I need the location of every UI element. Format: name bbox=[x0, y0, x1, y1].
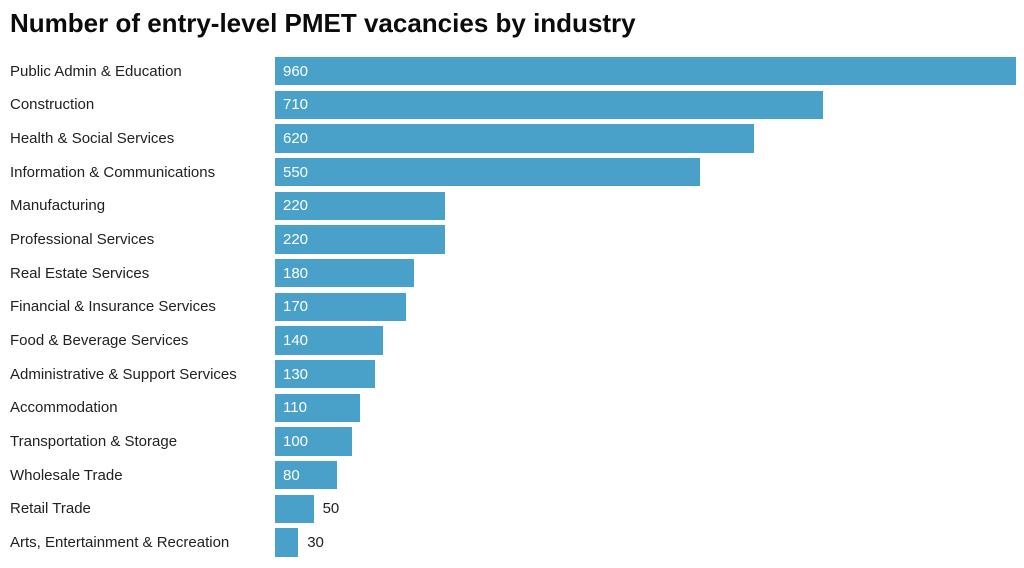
bar: 130 bbox=[275, 359, 376, 389]
value-label: 80 bbox=[283, 466, 300, 484]
category-label: Public Admin & Education bbox=[10, 62, 182, 80]
bar bbox=[275, 494, 314, 523]
category-label: Health & Social Services bbox=[10, 130, 175, 147]
value-label: 100 bbox=[283, 432, 309, 450]
value-label: 220 bbox=[283, 197, 309, 215]
category-label: Food & Beverage Services bbox=[10, 331, 189, 349]
value-label: 180 bbox=[283, 264, 309, 282]
bar-track: 710 bbox=[275, 90, 1024, 120]
bar-row: Professional Services 220 bbox=[0, 225, 1024, 259]
bar-track: 170 bbox=[275, 292, 1024, 321]
bar-track: 110 bbox=[275, 393, 1024, 422]
value-label: 620 bbox=[283, 130, 309, 147]
bar-row: Transportation & Storage 100 bbox=[0, 427, 1024, 461]
bar: 80 bbox=[275, 460, 337, 490]
value-label: 130 bbox=[283, 365, 309, 383]
value-label: 30 bbox=[307, 533, 324, 551]
value-label: 960 bbox=[283, 62, 309, 80]
category-label: Information & Communications bbox=[10, 163, 216, 181]
bar-row: Accommodation 110 bbox=[0, 393, 1024, 428]
bar: 550 bbox=[275, 157, 700, 187]
bar-track: 80 bbox=[275, 460, 1024, 490]
bar: 170 bbox=[275, 292, 407, 321]
bar-row: Real Estate Services 180 bbox=[0, 258, 1024, 293]
bar-row: Administrative & Support Services 130 bbox=[0, 359, 1024, 394]
bar-track: 550 bbox=[275, 157, 1024, 187]
bar: 180 bbox=[275, 258, 414, 288]
category-label: Construction bbox=[10, 96, 95, 114]
category-label: Manufacturing bbox=[10, 197, 106, 215]
bar-track: 220 bbox=[275, 191, 1024, 221]
bar bbox=[275, 528, 299, 557]
category-label: Accommodation bbox=[10, 399, 118, 417]
category-label: Transportation & Storage bbox=[10, 432, 178, 450]
bar-row: Financial & Insurance Services 170 bbox=[0, 292, 1024, 327]
bar-track: 960 bbox=[275, 57, 1024, 86]
bar-track: 180 bbox=[275, 258, 1024, 288]
bar: 620 bbox=[275, 124, 754, 153]
bar-row: Health & Social Services 620 bbox=[0, 124, 1024, 158]
value-label: 220 bbox=[283, 230, 309, 248]
bar: 140 bbox=[275, 326, 384, 355]
bar: 220 bbox=[275, 225, 445, 254]
bar: 710 bbox=[275, 90, 823, 120]
value-label: 170 bbox=[283, 298, 309, 316]
value-label: 110 bbox=[283, 399, 307, 417]
bar-track: 100 bbox=[275, 427, 1024, 456]
bar-track: 30 bbox=[275, 528, 1024, 557]
bar: 110 bbox=[275, 393, 360, 422]
bar: 220 bbox=[275, 191, 445, 221]
bar-track: 130 bbox=[275, 359, 1024, 389]
bar-row: Construction 710 bbox=[0, 90, 1024, 125]
bar-track: 50 bbox=[275, 494, 1024, 523]
category-label: Wholesale Trade bbox=[10, 466, 123, 484]
category-label: Financial & Insurance Services bbox=[10, 298, 216, 316]
bar-row: Manufacturing 220 bbox=[0, 191, 1024, 226]
bar-chart: Public Admin & Education 960 Constructio… bbox=[0, 57, 1024, 562]
value-label: 140 bbox=[283, 331, 309, 349]
bar-track: 620 bbox=[275, 124, 1024, 153]
chart-title: Number of entry-level PMET vacancies by … bbox=[10, 8, 636, 38]
bar-row: Public Admin & Education 960 bbox=[0, 57, 1024, 91]
bar-row: Retail Trade 50 bbox=[0, 494, 1024, 529]
bar: 960 bbox=[275, 57, 1016, 86]
bar-row: Food & Beverage Services 140 bbox=[0, 326, 1024, 360]
bar: 100 bbox=[275, 427, 353, 456]
category-label: Administrative & Support Services bbox=[10, 365, 237, 383]
value-label: 550 bbox=[283, 163, 309, 181]
category-label: Retail Trade bbox=[10, 500, 91, 518]
bar-row: Information & Communications 550 bbox=[0, 157, 1024, 192]
category-label: Professional Services bbox=[10, 230, 155, 248]
bar-row: Wholesale Trade 80 bbox=[0, 460, 1024, 495]
bar-track: 220 bbox=[275, 225, 1024, 254]
value-label: 50 bbox=[322, 500, 340, 518]
bar-track: 140 bbox=[275, 326, 1024, 355]
category-label: Real Estate Services bbox=[10, 264, 150, 282]
category-label: Arts, Entertainment & Recreation bbox=[10, 533, 230, 551]
value-label: 710 bbox=[283, 96, 309, 114]
bar-row: Arts, Entertainment & Recreation 30 bbox=[0, 528, 1024, 562]
